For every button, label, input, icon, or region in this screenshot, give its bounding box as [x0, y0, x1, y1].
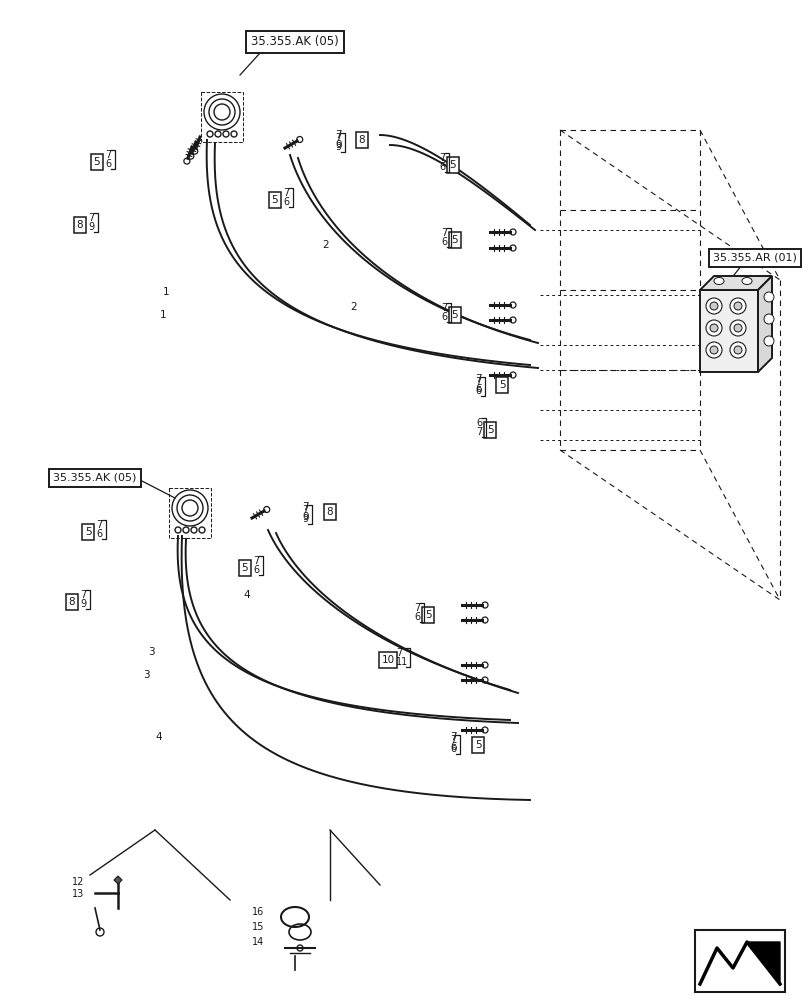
Text: 7: 7 — [253, 556, 259, 566]
Text: 7: 7 — [302, 505, 308, 515]
Circle shape — [734, 346, 742, 354]
Text: 5: 5 — [486, 425, 494, 435]
Circle shape — [706, 298, 722, 314]
Text: 7: 7 — [80, 590, 86, 600]
Circle shape — [764, 314, 774, 324]
Text: 15: 15 — [252, 922, 264, 932]
Text: 7: 7 — [439, 153, 445, 163]
Text: 3: 3 — [148, 647, 154, 657]
Text: 35.355.AK (05): 35.355.AK (05) — [53, 473, 137, 483]
Text: 9: 9 — [302, 512, 309, 522]
Text: 6: 6 — [253, 565, 259, 575]
Text: 6: 6 — [476, 418, 482, 428]
Text: 12: 12 — [72, 877, 84, 887]
Text: 7: 7 — [441, 303, 448, 313]
Text: 5: 5 — [85, 527, 91, 537]
Text: 7: 7 — [450, 735, 457, 745]
Text: 6: 6 — [283, 197, 289, 207]
Polygon shape — [747, 942, 780, 984]
Circle shape — [730, 298, 746, 314]
Text: 2: 2 — [322, 240, 329, 250]
Text: 7: 7 — [302, 502, 309, 512]
Polygon shape — [758, 276, 772, 372]
Text: 14: 14 — [252, 937, 264, 947]
Text: 7: 7 — [441, 228, 448, 238]
Polygon shape — [700, 276, 772, 290]
Text: 7: 7 — [88, 213, 95, 223]
Text: 7: 7 — [414, 603, 420, 613]
Ellipse shape — [714, 277, 724, 284]
Text: 10: 10 — [381, 655, 394, 665]
Text: 6: 6 — [105, 159, 112, 169]
Text: 9: 9 — [302, 514, 308, 524]
Text: 7: 7 — [335, 133, 341, 143]
Text: 6: 6 — [441, 237, 447, 247]
Text: 4: 4 — [243, 590, 250, 600]
Text: 5: 5 — [452, 310, 458, 320]
Text: 9: 9 — [88, 222, 94, 232]
Text: 7: 7 — [105, 150, 112, 160]
Text: 7: 7 — [450, 732, 457, 742]
Circle shape — [706, 320, 722, 336]
Text: 5: 5 — [271, 195, 278, 205]
Text: 8: 8 — [77, 220, 83, 230]
Text: 8: 8 — [359, 135, 365, 145]
Text: 9: 9 — [335, 140, 342, 150]
Text: 11: 11 — [396, 657, 408, 667]
Text: 3: 3 — [143, 670, 149, 680]
Text: 5: 5 — [425, 610, 431, 620]
Text: 5: 5 — [452, 235, 458, 245]
Text: 6: 6 — [450, 744, 457, 754]
Text: 16: 16 — [252, 907, 264, 917]
Text: 5: 5 — [450, 160, 457, 170]
Ellipse shape — [742, 277, 752, 284]
Text: 8: 8 — [69, 597, 75, 607]
Text: 9: 9 — [335, 142, 341, 152]
Text: 7: 7 — [335, 130, 342, 140]
Text: 7: 7 — [396, 648, 402, 658]
Polygon shape — [700, 290, 758, 372]
Text: 8: 8 — [326, 507, 334, 517]
Circle shape — [710, 346, 718, 354]
Circle shape — [730, 320, 746, 336]
Circle shape — [734, 302, 742, 310]
Text: 6: 6 — [475, 384, 482, 394]
Polygon shape — [114, 876, 122, 884]
Circle shape — [764, 336, 774, 346]
Text: 35.355.AK (05): 35.355.AK (05) — [251, 35, 339, 48]
Text: 6: 6 — [441, 312, 447, 322]
Text: 7: 7 — [475, 374, 482, 384]
Text: 5: 5 — [499, 380, 505, 390]
Text: 6: 6 — [439, 162, 445, 172]
Text: 6: 6 — [414, 612, 420, 622]
Text: 13: 13 — [72, 889, 84, 899]
Circle shape — [710, 302, 718, 310]
Text: 7: 7 — [476, 427, 482, 437]
Text: 4: 4 — [155, 732, 162, 742]
Text: 6: 6 — [450, 742, 457, 752]
Text: 7: 7 — [96, 520, 103, 530]
Text: 9: 9 — [80, 599, 86, 609]
Text: 1: 1 — [163, 287, 170, 297]
Circle shape — [734, 324, 742, 332]
Text: 6: 6 — [96, 529, 102, 539]
Polygon shape — [695, 930, 785, 992]
Text: 1: 1 — [160, 310, 166, 320]
Circle shape — [764, 292, 774, 302]
Text: 35.355.AR (01): 35.355.AR (01) — [713, 253, 797, 263]
Text: 7: 7 — [283, 188, 289, 198]
Circle shape — [710, 324, 718, 332]
Text: 5: 5 — [94, 157, 100, 167]
Text: 5: 5 — [242, 563, 248, 573]
Text: 2: 2 — [350, 302, 356, 312]
Circle shape — [706, 342, 722, 358]
Circle shape — [730, 342, 746, 358]
Text: 5: 5 — [474, 740, 482, 750]
Text: 7: 7 — [475, 377, 482, 387]
Text: 6: 6 — [475, 386, 481, 396]
